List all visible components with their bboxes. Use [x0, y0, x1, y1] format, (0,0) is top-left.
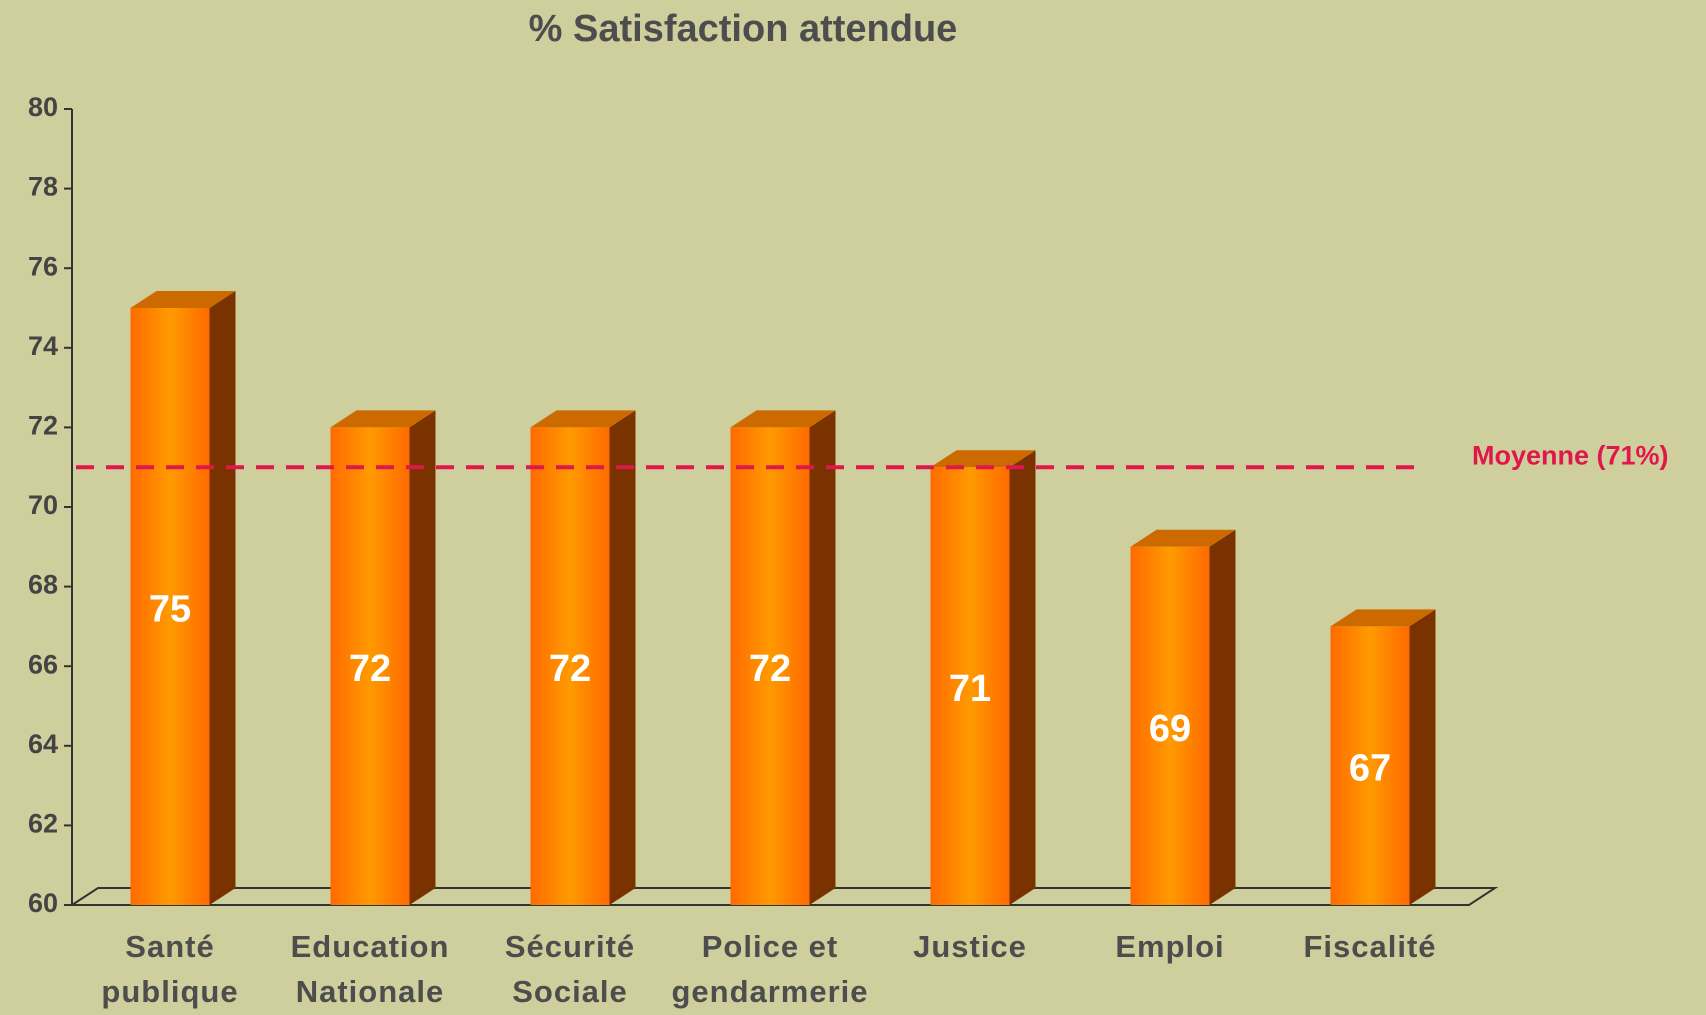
- bar-side: [1009, 450, 1036, 905]
- average-label: Moyenne (71%): [1472, 440, 1669, 470]
- bar: [130, 308, 210, 905]
- y-tick-label: 66: [28, 649, 58, 679]
- y-tick-label: 62: [28, 809, 58, 839]
- chart-title: % Satisfaction attendue: [529, 8, 958, 50]
- x-tick-label: Fiscalité: [1303, 929, 1436, 964]
- bar-side: [609, 410, 636, 905]
- bar-side: [209, 291, 236, 905]
- y-tick-label: 76: [28, 251, 58, 281]
- value-label: 72: [549, 648, 591, 690]
- bar: [930, 467, 1010, 905]
- bar-top: [130, 291, 236, 308]
- bar: [530, 427, 610, 905]
- value-label: 69: [1149, 708, 1191, 750]
- x-tick-label: gendarmerie: [671, 974, 868, 1009]
- bar-top: [530, 410, 636, 428]
- y-tick-label: 64: [28, 729, 58, 759]
- bar-top: [1130, 529, 1236, 547]
- y-tick-label: 74: [28, 331, 58, 361]
- x-tick-label: Sociale: [512, 974, 628, 1009]
- bar: [1130, 546, 1210, 905]
- x-tick-label: publique: [101, 974, 238, 1009]
- value-label: 75: [149, 589, 191, 631]
- x-tick-label: Sécurité: [505, 929, 635, 964]
- bar-side: [1409, 609, 1436, 905]
- bar-top: [930, 450, 1036, 468]
- y-tick-label: 80: [28, 92, 58, 122]
- x-tick-label: Nationale: [296, 974, 445, 1009]
- x-tick-label: Justice: [913, 929, 1027, 964]
- x-tick-label: Emploi: [1115, 929, 1224, 964]
- bar: [330, 427, 410, 905]
- x-tick-label: Education: [291, 929, 450, 964]
- value-label: 71: [949, 668, 991, 710]
- x-tick-label: Police et: [702, 929, 839, 964]
- bar-side: [1209, 529, 1236, 905]
- bar: [730, 427, 810, 905]
- x-tick-label: Santé: [125, 929, 214, 964]
- bar-top: [1330, 609, 1436, 627]
- bar: [1330, 626, 1410, 905]
- bar-side: [409, 410, 436, 905]
- bar-top: [330, 410, 436, 428]
- y-tick-label: 70: [28, 490, 58, 520]
- value-label: 72: [349, 648, 391, 690]
- value-label: 67: [1349, 748, 1391, 790]
- y-tick-label: 72: [28, 411, 58, 441]
- bar-top: [730, 410, 836, 428]
- y-tick-label: 68: [28, 570, 58, 600]
- y-tick-label: 60: [28, 888, 58, 918]
- value-label: 72: [749, 648, 791, 690]
- bar-side: [809, 410, 836, 905]
- y-tick-label: 78: [28, 172, 58, 202]
